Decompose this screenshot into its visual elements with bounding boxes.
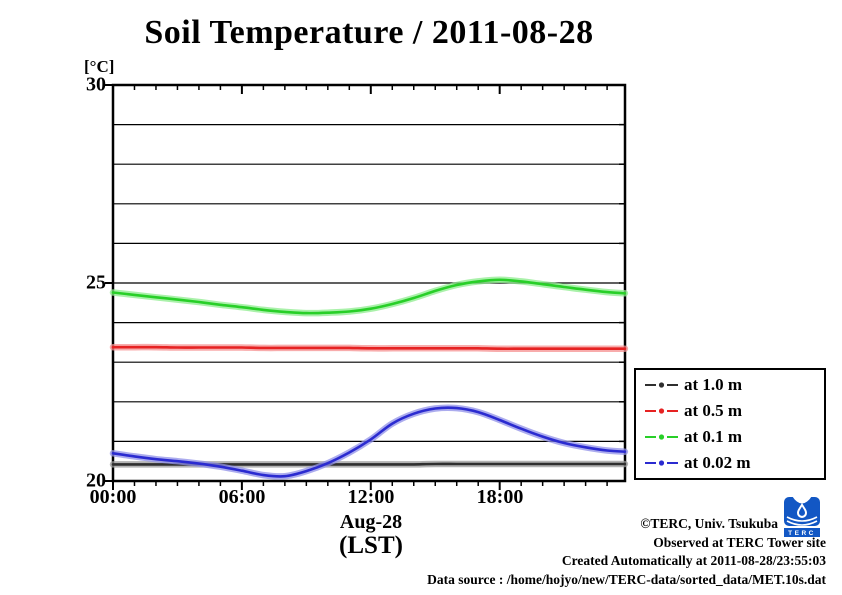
credit-observed-site: Observed at TERC Tower site xyxy=(653,534,826,550)
x-tick-label-0600: 06:00 xyxy=(218,486,266,508)
legend-item-0.02m: at 0.02 m xyxy=(645,451,824,475)
credit-copyright: ©TERC, Univ. Tsukuba xyxy=(640,516,778,531)
legend-label-0.5m: at 0.5 m xyxy=(684,401,743,420)
legend-marker-0.02m-icon xyxy=(645,460,678,466)
series-line-0.1m xyxy=(111,278,627,315)
y-axis-unit-label: [°C] xyxy=(84,57,115,76)
legend-marker-1.0m-icon xyxy=(645,382,678,388)
legend-marker-0.5m-icon xyxy=(645,408,678,414)
terc-logo-text: TERC xyxy=(788,530,816,537)
legend-item-0.1m: at 0.1 m xyxy=(645,425,824,449)
legend-item-1.0m: at 1.0 m xyxy=(645,373,824,397)
legend-label-0.02m: at 0.02 m xyxy=(684,453,751,472)
x-tick-label-0000: 00:00 xyxy=(89,486,137,508)
y-tick-label-25: 25 xyxy=(86,271,106,294)
plot-border xyxy=(111,83,627,483)
legend-box: at 1.0 m at 0.5 m at 0.1 m at 0.02 m xyxy=(634,368,826,480)
x-axis-date-label: Aug-28 xyxy=(339,511,403,533)
x-tick-label-1800: 18:00 xyxy=(476,486,524,508)
series-line-0.5m xyxy=(111,345,627,351)
x-axis-timezone-label: (LST) xyxy=(339,532,403,559)
y-tick-label-20: 20 xyxy=(86,469,106,492)
legend-label-1.0m: at 1.0 m xyxy=(684,375,743,394)
credits-block: ©TERC, Univ. Tsukuba Observed at TERC To… xyxy=(427,515,826,589)
legend-label-0.1m: at 0.1 m xyxy=(684,427,743,446)
x-tick-label-1200: 12:00 xyxy=(347,486,395,508)
chart-title: Soil Temperature / 2011-08-28 xyxy=(144,14,594,51)
legend-item-0.5m: at 0.5 m xyxy=(645,399,824,423)
legend-marker-0.1m-icon xyxy=(645,434,678,440)
credit-created-at: Created Automatically at 2011-08-28/23:5… xyxy=(561,553,826,568)
series-line-0.02m xyxy=(111,406,627,478)
credit-data-source: Data source : /home/hojyo/new/TERC-data/… xyxy=(427,571,826,587)
y-tick-label-30: 30 xyxy=(86,73,106,96)
terc-logo: TERC xyxy=(784,496,820,537)
